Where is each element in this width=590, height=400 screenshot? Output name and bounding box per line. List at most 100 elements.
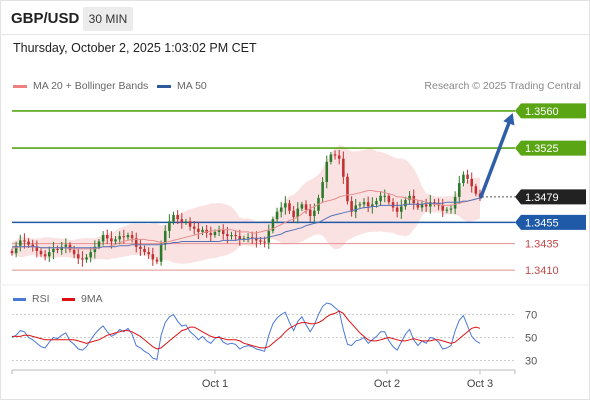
candle-body [172,214,175,222]
candle [424,198,428,213]
candle [192,221,196,235]
candle-body [424,204,428,207]
ma20-line [12,190,481,250]
candle [333,150,337,160]
candle [155,256,159,265]
candle-body [176,214,179,220]
legend-9ma-label: 9MA [81,293,103,305]
candle [420,200,424,212]
rsi-9ma-line [12,310,481,350]
level-label-1: 1.3525 [525,143,559,155]
candle [23,233,26,249]
candle [143,245,146,256]
candle-body [433,202,436,204]
candle [255,231,258,248]
level-tag-0: 1.3560 [515,103,586,119]
legend-ma50: MA 50 [157,80,207,92]
candle-body [56,248,59,250]
candle-body [27,241,30,245]
candle-body [230,235,233,237]
candle-body [346,176,349,202]
level-label-0: 1.3560 [525,106,559,118]
rsi-tick-label: 70 [525,310,537,322]
candle-body [284,203,287,208]
candle [139,239,142,257]
candle-body [400,206,403,212]
candle-body [234,235,237,237]
candle-body [72,249,76,255]
candle-body [462,174,465,184]
candle [246,233,250,243]
candle-body [358,204,362,206]
candle-body [313,210,316,217]
candle [168,214,171,238]
level-label-4: 1.3435 [525,239,559,251]
timestamp: Thursday, October 2, 2025 1:03:02 PM CET [13,41,257,55]
candle [85,254,88,263]
candle-body [304,204,308,210]
candle-body [168,221,171,231]
candle [10,248,14,256]
candle-body [275,211,279,220]
header-divider [0,34,590,35]
candle-body [404,200,407,207]
candle-body [155,259,159,262]
candle [184,218,188,225]
candle-body [383,195,387,197]
candle [43,250,47,261]
chart-header: GBP/USD 30 MIN [0,0,590,36]
candle [18,234,22,252]
legend-ma20-label: MA 20 + Bollinger Bands [33,80,149,92]
candle-body [379,195,382,202]
candle-body [279,207,283,212]
candle-body [292,210,295,218]
candle-body [105,235,109,239]
legend-9ma: 9MA [62,293,103,305]
candle-body [126,235,130,238]
candle [209,226,213,242]
candle [474,183,478,197]
candle [362,198,366,209]
candle [31,239,34,252]
candle [441,199,445,218]
candle-body [255,238,258,241]
candle-body [412,195,416,204]
candle-body [180,219,184,223]
timeframe-badge[interactable]: 30 MIN [83,7,133,31]
candle [81,251,84,267]
candle [404,196,407,210]
candle [188,217,192,231]
candle [56,245,59,254]
candle [279,201,283,218]
candle-body [470,178,474,187]
candle-body [163,230,167,245]
candle [180,212,184,229]
candle-body [288,203,291,211]
candle [300,201,304,212]
candle [93,240,97,259]
candle [101,231,105,246]
candle [126,232,130,240]
candle [337,149,341,165]
candle [329,151,333,165]
level-label-2: 1.3479 [525,192,559,204]
candle [47,246,51,262]
candle [379,190,382,206]
rsi-swatch [13,297,26,301]
level-tag-box-3 [515,214,586,230]
candle [354,199,358,219]
candle-body [139,246,142,249]
candle-body [151,254,155,260]
candle-body [209,232,213,236]
candle-body [114,239,117,242]
candle-body [93,246,97,253]
candle-body [416,203,420,208]
candle-body [35,246,39,252]
legend-rsi-label: RSI [32,293,50,305]
candle-body [85,257,88,260]
candle [172,211,175,225]
candle-body [350,201,353,212]
level-tag-2: 1.3479 [515,189,586,205]
candle [234,230,237,242]
candle [238,229,242,246]
